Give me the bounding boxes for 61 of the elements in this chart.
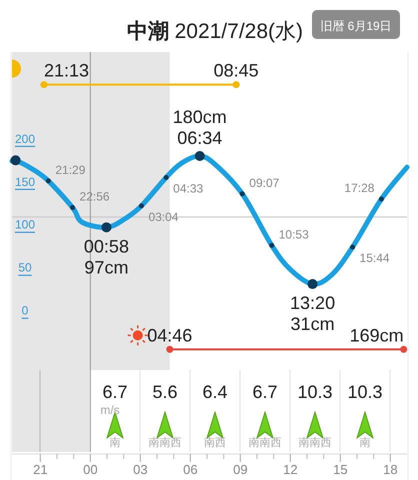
point: [70, 205, 76, 210]
annotation: 04:46: [147, 325, 192, 346]
point: [378, 196, 384, 202]
chart-title: 中潮 2021/7/28(水): [126, 20, 303, 43]
point: [40, 81, 48, 88]
annotation: 04:33: [173, 181, 204, 196]
point: [308, 279, 318, 290]
annotation: 09:07: [249, 176, 280, 190]
annotation: 97cm: [84, 257, 128, 278]
category-label: 南: [360, 436, 370, 449]
point: [350, 244, 356, 250]
data-label: 10.3: [297, 382, 333, 402]
data-label: 6.7: [252, 382, 278, 402]
data-label: 5.6: [152, 382, 178, 402]
y-tick-label: 200: [14, 132, 36, 146]
y-tick-label: 150: [14, 174, 36, 189]
chart-subtitle: 旧暦 6月19日: [320, 19, 392, 33]
annotation: 21:13: [44, 60, 89, 81]
data-label: 6.7: [102, 382, 128, 402]
annotation: 06:34: [177, 128, 222, 148]
category-label: 南西: [204, 436, 226, 449]
annotation: 21:29: [55, 162, 86, 177]
x-tick-label: 12: [283, 462, 298, 477]
point: [138, 203, 144, 208]
x-tick-label: 18: [383, 462, 398, 477]
annotation: 08:45: [214, 60, 259, 81]
annotation: m/s: [100, 403, 120, 417]
annotation: 10:53: [278, 227, 310, 242]
annotation: 03:04: [148, 210, 179, 224]
annotation: 00:58: [84, 236, 129, 256]
x-tick-label: 21: [33, 462, 48, 477]
point: [194, 150, 205, 161]
point: [166, 346, 174, 353]
annotation: 169cm: [350, 325, 404, 346]
y-tick-label: 0: [22, 304, 29, 318]
x-tick-label: 03: [133, 462, 148, 477]
point: [101, 222, 112, 232]
annotation: 15:44: [360, 251, 390, 266]
y-tick-label: 50: [18, 260, 32, 275]
category-label: 南南西: [148, 436, 182, 449]
point: [240, 191, 245, 196]
x-tick-label: 06: [183, 462, 198, 477]
point: [164, 174, 169, 180]
data-label: 10.3: [347, 382, 383, 402]
point: [46, 178, 51, 184]
annotation: 31cm: [290, 314, 335, 334]
annotation: 17:28: [344, 180, 375, 195]
annotation: 180cm: [172, 106, 227, 127]
y-tick-label: 100: [14, 218, 36, 232]
x-tick-label: 00: [83, 462, 98, 477]
category-label: 南: [110, 436, 120, 449]
x-tick-label: 09: [233, 462, 248, 477]
data-label: 6.4: [202, 382, 228, 402]
point: [269, 242, 274, 248]
point: [10, 155, 21, 166]
category-label: 南南西: [248, 436, 282, 449]
point: [232, 81, 240, 88]
category-label: 南南西: [298, 436, 332, 449]
point: [400, 346, 408, 353]
annotation: 13:20: [290, 293, 336, 314]
x-tick-label: 15: [333, 462, 348, 477]
